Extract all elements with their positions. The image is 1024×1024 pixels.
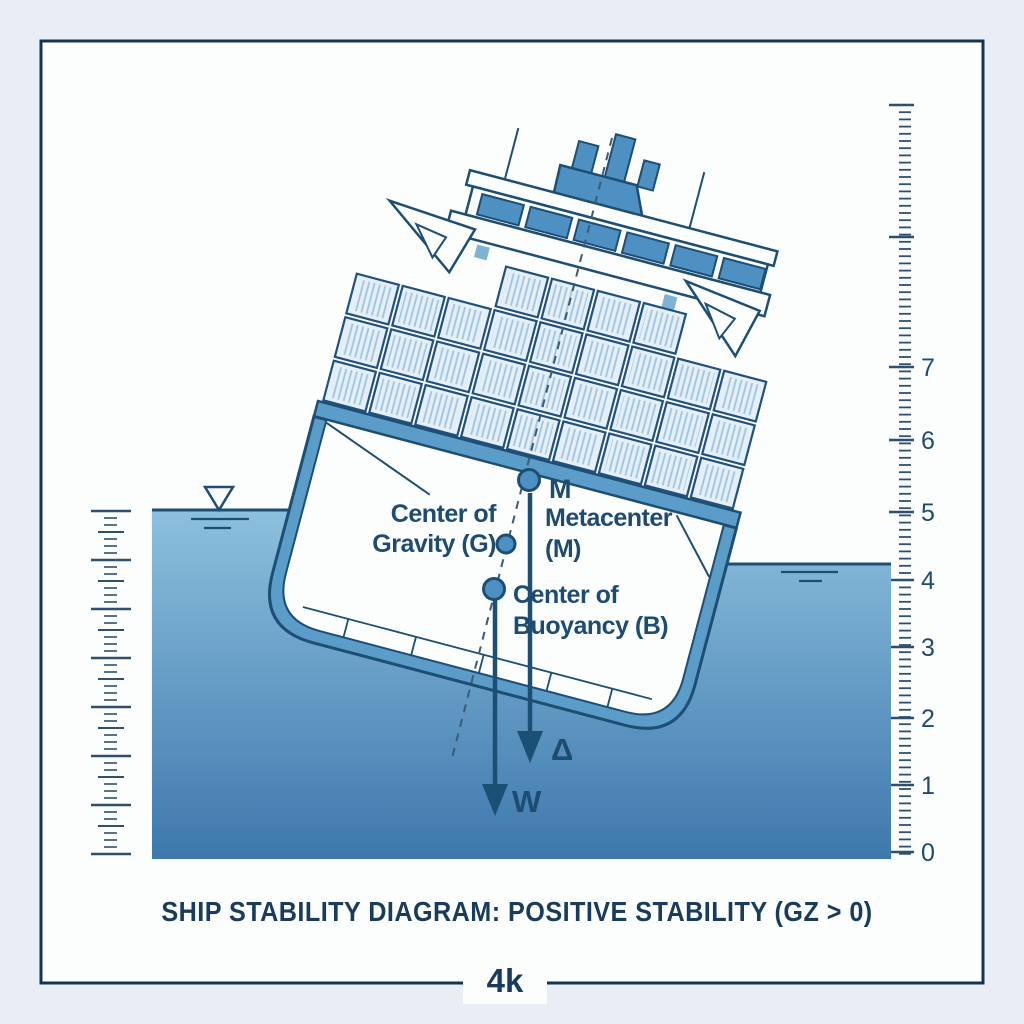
gravity-label-line2: Gravity (G)	[372, 530, 496, 558]
container-stripes	[719, 376, 761, 417]
title-group: SHIP STABILITY DIAGRAM: POSITIVE STABILI…	[161, 896, 872, 928]
ruler-label: 6	[921, 427, 935, 455]
funnel-stack	[636, 159, 661, 192]
hull-inner	[282, 418, 726, 716]
left-depth-ruler	[91, 509, 131, 856]
metacenter-m-label: M	[549, 474, 571, 504]
container-stripes	[478, 359, 520, 399]
ruler-label: 1	[921, 772, 935, 800]
container-stripes	[535, 327, 578, 368]
watermark-4k: 4k	[487, 962, 524, 999]
ruler-label: 5	[921, 499, 935, 527]
bridge-window	[669, 243, 719, 278]
container-stripes	[696, 463, 738, 504]
right-draft-scale: 7 6 5 4 3 2 1 0	[889, 103, 935, 867]
bilge-plate-divider	[606, 688, 614, 708]
buoyancy-label-line2: Buoyancy (B)	[513, 612, 668, 640]
container-stripes	[558, 426, 600, 467]
metacenter-label-line2: (M)	[545, 535, 581, 563]
container-stripes	[443, 303, 486, 344]
container-stripes	[707, 419, 750, 460]
container-stripes	[489, 315, 532, 356]
container-stripes	[615, 395, 658, 436]
container-stripes	[569, 383, 612, 424]
container-stripes	[627, 351, 669, 392]
container-stripes	[386, 334, 428, 375]
container-stripes	[661, 407, 704, 448]
container-stripes	[466, 402, 509, 443]
container-stripes	[592, 296, 635, 337]
crane-wing-left-cutout	[414, 222, 448, 260]
waterline-nabla-symbol	[202, 485, 236, 513]
container-stripes	[512, 414, 555, 455]
metacenter-point	[517, 468, 541, 492]
watermark-notch	[463, 960, 547, 1004]
container-stripes	[351, 279, 394, 319]
gravity-label-line1: Center of	[391, 500, 497, 528]
weight-symbol-label: W	[512, 784, 542, 819]
metacenter-label-line1: Metacenter	[545, 504, 673, 532]
crane-wing-right-cutout	[703, 301, 737, 341]
container-stripes	[524, 371, 566, 411]
bilge-plate-divider	[342, 618, 350, 638]
buoyancy-force-arrowhead	[517, 731, 543, 763]
container-stripes	[397, 291, 440, 332]
hull-brace-left	[326, 422, 431, 496]
bridge-window	[572, 218, 622, 253]
ruler-label: 4	[921, 567, 935, 595]
weight-force-arrowhead	[482, 784, 508, 816]
hull-brace-right	[675, 514, 710, 578]
bridge-window	[475, 192, 526, 227]
ruler-label: 2	[921, 705, 935, 733]
diagram-title: SHIP STABILITY DIAGRAM: POSITIVE STABILI…	[161, 896, 872, 928]
stability-annotations: M Metacenter (M) Center of Gravity (G) C…	[372, 137, 673, 819]
ship-centerline-dashed	[451, 137, 613, 759]
buoyancy-label-line1: Center of	[513, 581, 619, 609]
displacement-symbol-label: Δ	[551, 732, 573, 767]
bridge-window	[524, 205, 574, 240]
container-stripes	[432, 346, 474, 387]
container-stripes	[374, 378, 417, 419]
container-stripes	[340, 322, 382, 363]
container-stripes	[581, 339, 623, 380]
bilge-plate-divider	[477, 654, 485, 674]
ruler-label: 3	[921, 634, 935, 662]
bridge-windows	[475, 192, 767, 291]
bridge-window	[717, 256, 767, 291]
bilge-plate-divider	[545, 672, 553, 692]
gravity-point	[495, 533, 517, 555]
container-stripes	[638, 308, 681, 349]
container-stripes	[328, 366, 371, 406]
container-stripes	[673, 364, 715, 404]
container-stripes	[604, 439, 646, 479]
buoyancy-point	[482, 577, 506, 601]
deck-fitting	[661, 294, 678, 310]
bridge-window	[620, 231, 671, 265]
bilge-strip-line	[302, 606, 653, 701]
container-stripes	[501, 272, 543, 312]
container-stripes	[650, 451, 692, 491]
ruler-label: 0	[921, 839, 935, 867]
container-stacks	[322, 265, 768, 510]
bilge-plate-divider	[410, 636, 417, 656]
container-stripes	[547, 284, 589, 324]
ruler-label: 7	[921, 354, 935, 382]
deck-fitting	[473, 244, 490, 261]
container-stripes	[420, 390, 463, 431]
